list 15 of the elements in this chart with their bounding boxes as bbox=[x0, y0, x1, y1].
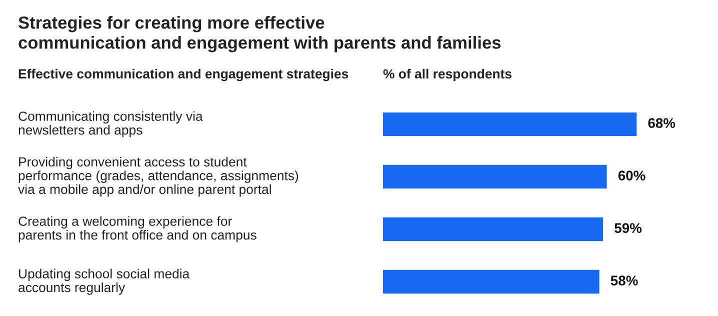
data-label: 68% bbox=[648, 118, 676, 128]
data-label: 60% bbox=[618, 170, 646, 180]
y-tick-label: Creating a welcoming experience for parents in the front office and on campus bbox=[18, 216, 256, 242]
y-tick-label: Providing convenient access to student performance (grades, attendance, assignments) via a mobile app and/or online parent portal bbox=[18, 156, 298, 197]
y-tick-label: Updating school social media accounts regularly bbox=[18, 268, 190, 295]
bar bbox=[383, 217, 604, 242]
bar bbox=[383, 164, 607, 189]
x-axis-title: % of all respondents bbox=[383, 68, 512, 82]
chart-title: Strategies for creating more effective communication and engagement with parents and families bbox=[18, 16, 501, 52]
y-tick-label: Communicating consistently via newsletters and apps bbox=[18, 111, 203, 138]
bar bbox=[383, 270, 600, 294]
y-axis-title: Effective communication and engagement strategies bbox=[18, 68, 348, 82]
data-label: 59% bbox=[614, 223, 642, 233]
bar bbox=[383, 112, 637, 136]
data-label: 58% bbox=[610, 276, 638, 286]
